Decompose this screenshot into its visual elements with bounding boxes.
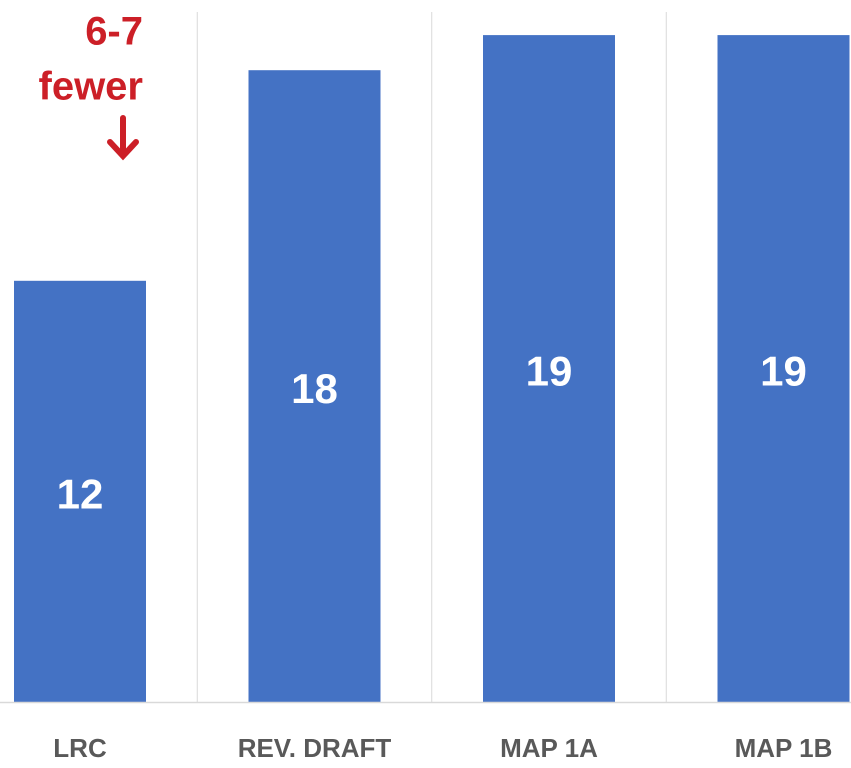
value-label: 19 [526, 348, 573, 395]
bar [14, 280, 146, 702]
x-tick-label: MAP 1B [735, 733, 833, 763]
value-label: 19 [760, 348, 807, 395]
x-tick-label: LRC [53, 733, 107, 763]
value-label: 12 [57, 470, 104, 517]
bar [483, 35, 615, 703]
value-label: 18 [291, 365, 338, 412]
annotation: 6-7 [85, 10, 143, 54]
bar [248, 70, 381, 702]
x-tick-label: REV. DRAFT [238, 733, 392, 763]
bar [717, 35, 850, 703]
x-tick-label: MAP 1A [500, 733, 598, 763]
annotation: fewer [39, 65, 144, 109]
arrow [107, 115, 139, 161]
